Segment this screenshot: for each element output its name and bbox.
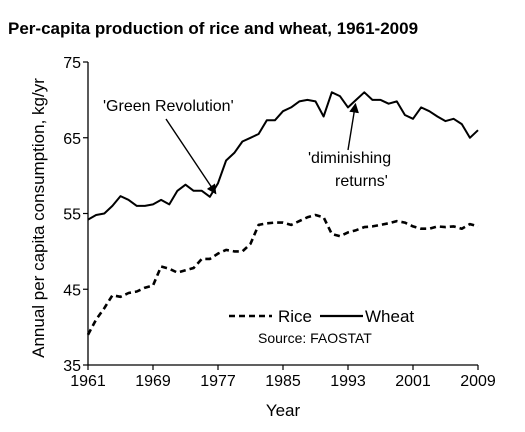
y-ticks: 35 45 55 65 75 [63,55,88,375]
x-tick-label-1969: 1969 [135,373,171,390]
annotation-diminishing-returns-arrow [347,102,359,151]
y-tick-label-55: 55 [63,207,81,224]
y-axis-label: Annual per capita consumption, kg/yr [29,78,48,358]
x-tick-label-1977: 1977 [200,373,236,390]
x-tick-label-2009: 2009 [460,373,496,390]
x-axis-label: Year [266,401,301,420]
legend-label-wheat: Wheat [365,307,414,326]
y-tick-label-65: 65 [63,131,81,148]
x-tick-label-1993: 1993 [330,373,366,390]
annotation-diminishing-returns-label-line2: returns' [335,173,388,190]
x-tick-label-1985: 1985 [265,373,301,390]
x-tick-label-1961: 1961 [70,373,106,390]
x-ticks: 1961 1969 1977 1985 1993 2001 2009 [70,365,496,390]
series-line-wheat [87,91,479,221]
annotation-green-revolution-label: 'Green Revolution' [103,98,234,115]
y-tick-label-75: 75 [63,55,81,72]
annotation-green-revolution: 'Green Revolution' [103,98,234,195]
series-line-rice [86,213,479,336]
annotation-diminishing-returns: 'diminishing returns' [308,102,391,190]
legend: Rice Wheat Source: FAOSTAT [229,307,414,346]
y-tick-label-45: 45 [63,282,81,299]
y-tick-label-35: 35 [63,358,81,375]
chart-title: Per-capita production of rice and wheat,… [8,19,418,38]
legend-source: Source: FAOSTAT [258,330,372,346]
annotation-green-revolution-arrow [165,118,217,195]
series-layer [86,91,479,336]
legend-label-rice: Rice [278,307,312,326]
annotation-diminishing-returns-label-line1: 'diminishing [308,150,391,167]
x-tick-label-2001: 2001 [395,373,431,390]
